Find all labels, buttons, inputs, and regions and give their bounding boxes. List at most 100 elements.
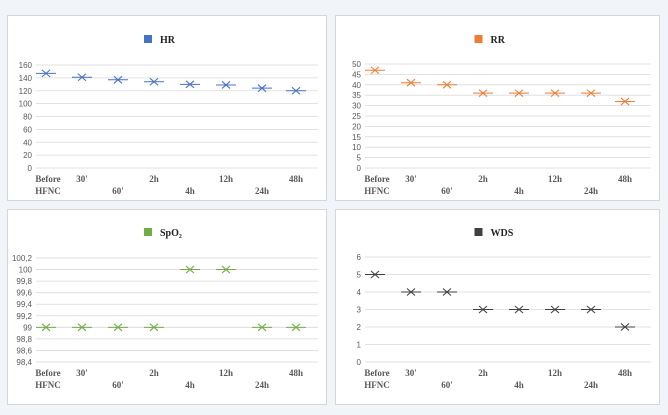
- x-tick-label: 48h: [289, 368, 303, 378]
- legend-swatch: [144, 228, 152, 236]
- y-tick-label: 100: [19, 266, 33, 275]
- x-tick-label: 24h: [584, 380, 598, 390]
- x-tick-label: 60': [112, 186, 124, 196]
- x-tick-label: 48h: [289, 174, 303, 184]
- y-tick-label: 20: [23, 151, 32, 160]
- y-tick-label: 99,2: [16, 312, 32, 321]
- y-tick-label: 40: [352, 81, 361, 90]
- x-tick-label: 4h: [514, 380, 524, 390]
- y-tick-label: 99,6: [16, 289, 32, 298]
- y-tick-label: 0: [28, 164, 33, 173]
- x-tick-label: 24h: [584, 186, 598, 196]
- y-tick-label: 40: [23, 138, 32, 147]
- data-point: [509, 89, 529, 98]
- data-point: [144, 323, 164, 332]
- data-point: [216, 265, 236, 274]
- data-point: [365, 270, 385, 279]
- x-tick-label: 24h: [255, 380, 269, 390]
- data-point: [252, 323, 272, 332]
- legend: SpO₂: [144, 228, 182, 239]
- x-tick-label: Before HFNC: [364, 368, 390, 390]
- y-tick-label: 60: [23, 125, 32, 134]
- chart-title: HR: [160, 35, 176, 46]
- y-tick-label: 120: [19, 87, 33, 96]
- data-point: [108, 323, 128, 332]
- y-tick-label: 15: [352, 133, 361, 142]
- x-tick-label: 30': [405, 368, 417, 378]
- x-tick-label: 4h: [514, 186, 524, 196]
- data-point: [615, 323, 635, 331]
- chart-title: WDS: [491, 228, 514, 239]
- y-tick-label: 140: [19, 74, 33, 83]
- y-tick-label: 99,8: [16, 277, 32, 286]
- y-tick-label: 100: [19, 100, 33, 109]
- y-tick-label: 1: [357, 341, 362, 350]
- x-tick-label: 4h: [185, 186, 195, 196]
- data-point: [473, 89, 493, 98]
- chart-title: SpO₂: [160, 228, 182, 239]
- x-tick-label: 4h: [185, 380, 195, 390]
- y-tick-label: 99,4: [16, 300, 32, 309]
- y-tick-label: 99: [23, 323, 32, 332]
- chart-panel-spo2: SpO₂ 98,4 98,6 98,8 99 99,2 99,4 99,6 99,8 100 100…: [7, 209, 327, 405]
- data-point: [437, 80, 457, 89]
- chart-title: RR: [491, 35, 506, 46]
- y-tick-label: 5: [357, 154, 362, 163]
- y-tick-label: 0: [357, 164, 362, 173]
- y-tick-label: 20: [352, 122, 361, 131]
- x-tick-label: 24h: [255, 186, 269, 196]
- data-point: [108, 75, 128, 84]
- y-tick-label: 98,4: [16, 358, 32, 367]
- x-tick-label: 12h: [219, 368, 233, 378]
- x-tick-label: 48h: [618, 174, 632, 184]
- x-tick-label: 60': [441, 380, 453, 390]
- data-point: [365, 66, 385, 75]
- x-tick-label: 30': [405, 174, 417, 184]
- x-tick-label: 60': [441, 186, 453, 196]
- x-tick-label: Before HFNC: [364, 174, 390, 196]
- chart-panel-rr: RR 0 5 10 15 20 25 30 35 40 45 50 Before HFNC 30' 60' 2h…: [335, 15, 660, 201]
- x-tick-label: 30': [76, 174, 88, 184]
- y-tick-label: 10: [352, 143, 361, 152]
- data-point: [72, 323, 92, 332]
- y-tick-label: 6: [357, 253, 362, 262]
- chart-svg: SpO₂ 98,4 98,6 98,8 99 99,2 99,4 99,6 99,8 100 100…: [12, 228, 318, 390]
- data-point: [180, 80, 200, 89]
- legend: RR: [474, 35, 506, 46]
- y-tick-label: 98,6: [16, 346, 32, 355]
- legend: WDS: [474, 228, 514, 239]
- x-tick-label: 2h: [478, 368, 488, 378]
- x-tick-label: 12h: [219, 174, 233, 184]
- data-point: [615, 97, 635, 106]
- x-tick-label: Before HFNC: [35, 174, 61, 196]
- legend-swatch: [474, 35, 483, 43]
- legend-swatch: [474, 228, 483, 236]
- y-tick-label: 100,2: [12, 254, 33, 263]
- y-tick-label: 25: [352, 112, 361, 121]
- data-point: [36, 69, 56, 78]
- x-tick-label: 2h: [149, 368, 159, 378]
- data-point: [581, 89, 601, 98]
- y-tick-label: 3: [357, 306, 362, 315]
- legend-swatch: [144, 35, 152, 43]
- data-point: [252, 84, 272, 93]
- y-tick-label: 50: [352, 60, 361, 69]
- x-tick-label: 12h: [548, 174, 562, 184]
- y-tick-label: 98,8: [16, 335, 32, 344]
- data-point: [473, 305, 493, 314]
- data-point: [401, 78, 421, 87]
- data-point: [509, 305, 529, 314]
- y-tick-label: 45: [352, 70, 361, 79]
- chart-svg: WDS 0 1 2 3 4 5 6 Before HFNC 30' 60' 2h 4h 12h 24h 48h: [357, 228, 651, 390]
- data-point: [36, 323, 56, 332]
- data-point: [144, 77, 164, 86]
- x-tick-label: 2h: [149, 174, 159, 184]
- data-point: [180, 265, 200, 274]
- x-tick-label: 48h: [618, 368, 632, 378]
- y-tick-label: 160: [19, 61, 33, 70]
- y-tick-label: 0: [357, 358, 362, 367]
- data-point: [581, 305, 601, 314]
- y-tick-label: 30: [352, 102, 361, 111]
- x-tick-label: Before HFNC: [35, 368, 61, 390]
- data-point: [437, 288, 457, 296]
